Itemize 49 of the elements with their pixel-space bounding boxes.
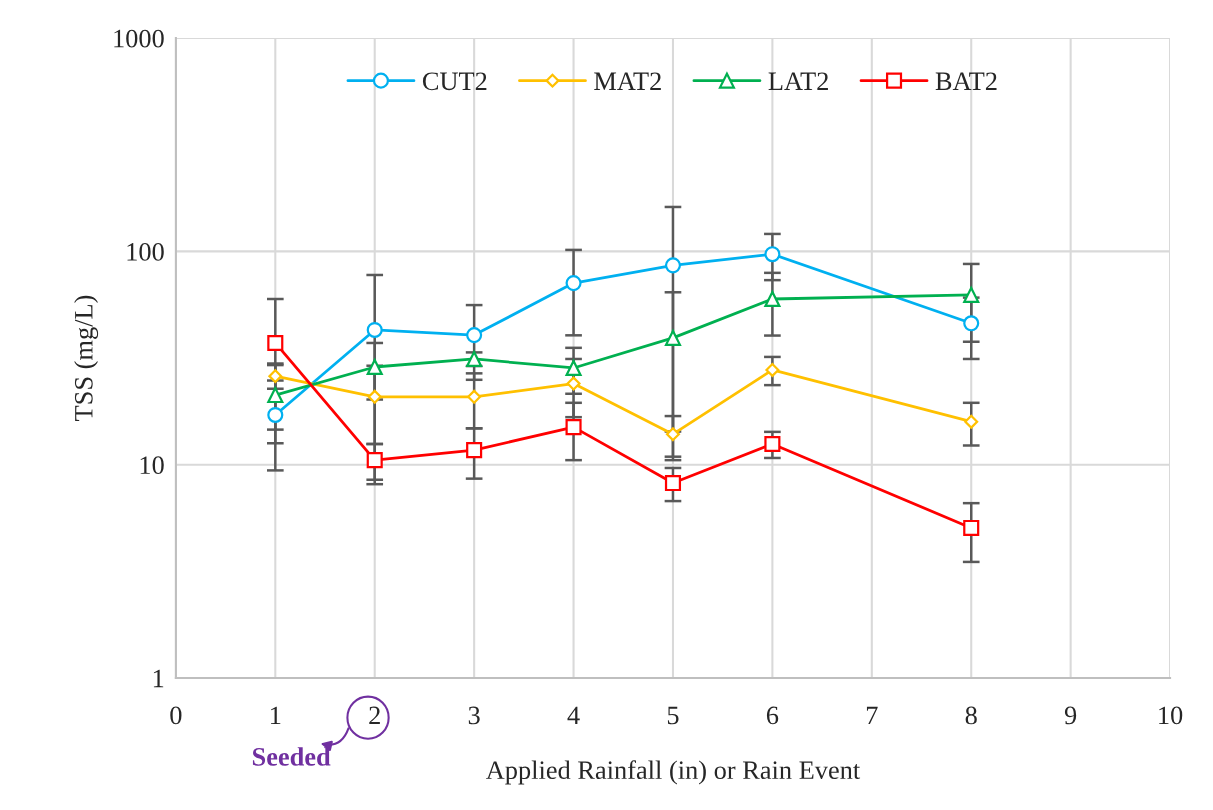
x-tick-label: 8: [965, 706, 977, 725]
point: [765, 362, 780, 377]
legend-label: LAT2: [768, 72, 828, 90]
point: [664, 257, 682, 274]
point: [665, 427, 680, 442]
point: [566, 376, 581, 391]
point: [764, 290, 781, 308]
x-tick-label: 7: [866, 706, 878, 725]
y-tick-label: 1: [153, 669, 164, 688]
point: [366, 452, 383, 469]
x-tick-label: 1: [271, 706, 281, 725]
point: [267, 406, 284, 424]
point: [466, 442, 483, 459]
x-axis-title: Applied Rainfall (in) or Rain Event: [485, 760, 861, 785]
legend-label: BAT2: [935, 72, 997, 90]
x-tick-label: 10: [1159, 706, 1183, 725]
point: [268, 369, 283, 384]
y-axis-title: TSS (mg/L): [74, 295, 99, 421]
point: [565, 359, 582, 377]
point: [764, 246, 781, 263]
legend-label: CUT2: [422, 72, 487, 91]
point: [963, 315, 980, 332]
y-tick-label: 1000: [114, 29, 164, 48]
point: [963, 519, 980, 537]
point: [366, 321, 383, 339]
point: [963, 286, 980, 303]
x-tick-label: 3: [468, 706, 480, 725]
point: [267, 387, 284, 404]
y-tick-label: 100: [127, 242, 164, 261]
x-tick-label: 6: [766, 706, 779, 725]
point: [664, 475, 682, 492]
legend-label: MAT2: [594, 72, 661, 90]
point: [466, 327, 483, 344]
x-tick-label: 0: [170, 706, 182, 725]
point: [565, 419, 582, 436]
x-tick-label: 4: [567, 706, 580, 725]
point: [366, 358, 383, 376]
x-tick-label: 9: [1064, 706, 1077, 725]
x-tick-label: 5: [667, 706, 679, 725]
text: Seeded: [252, 747, 331, 766]
point: [467, 389, 482, 404]
point: [565, 275, 582, 292]
point: [764, 435, 781, 453]
point: [367, 389, 382, 404]
point: [964, 414, 979, 429]
x-tick-label: 2: [369, 706, 380, 725]
point: [267, 334, 284, 352]
point: [664, 329, 682, 346]
y-tick-label: 10: [140, 456, 164, 475]
